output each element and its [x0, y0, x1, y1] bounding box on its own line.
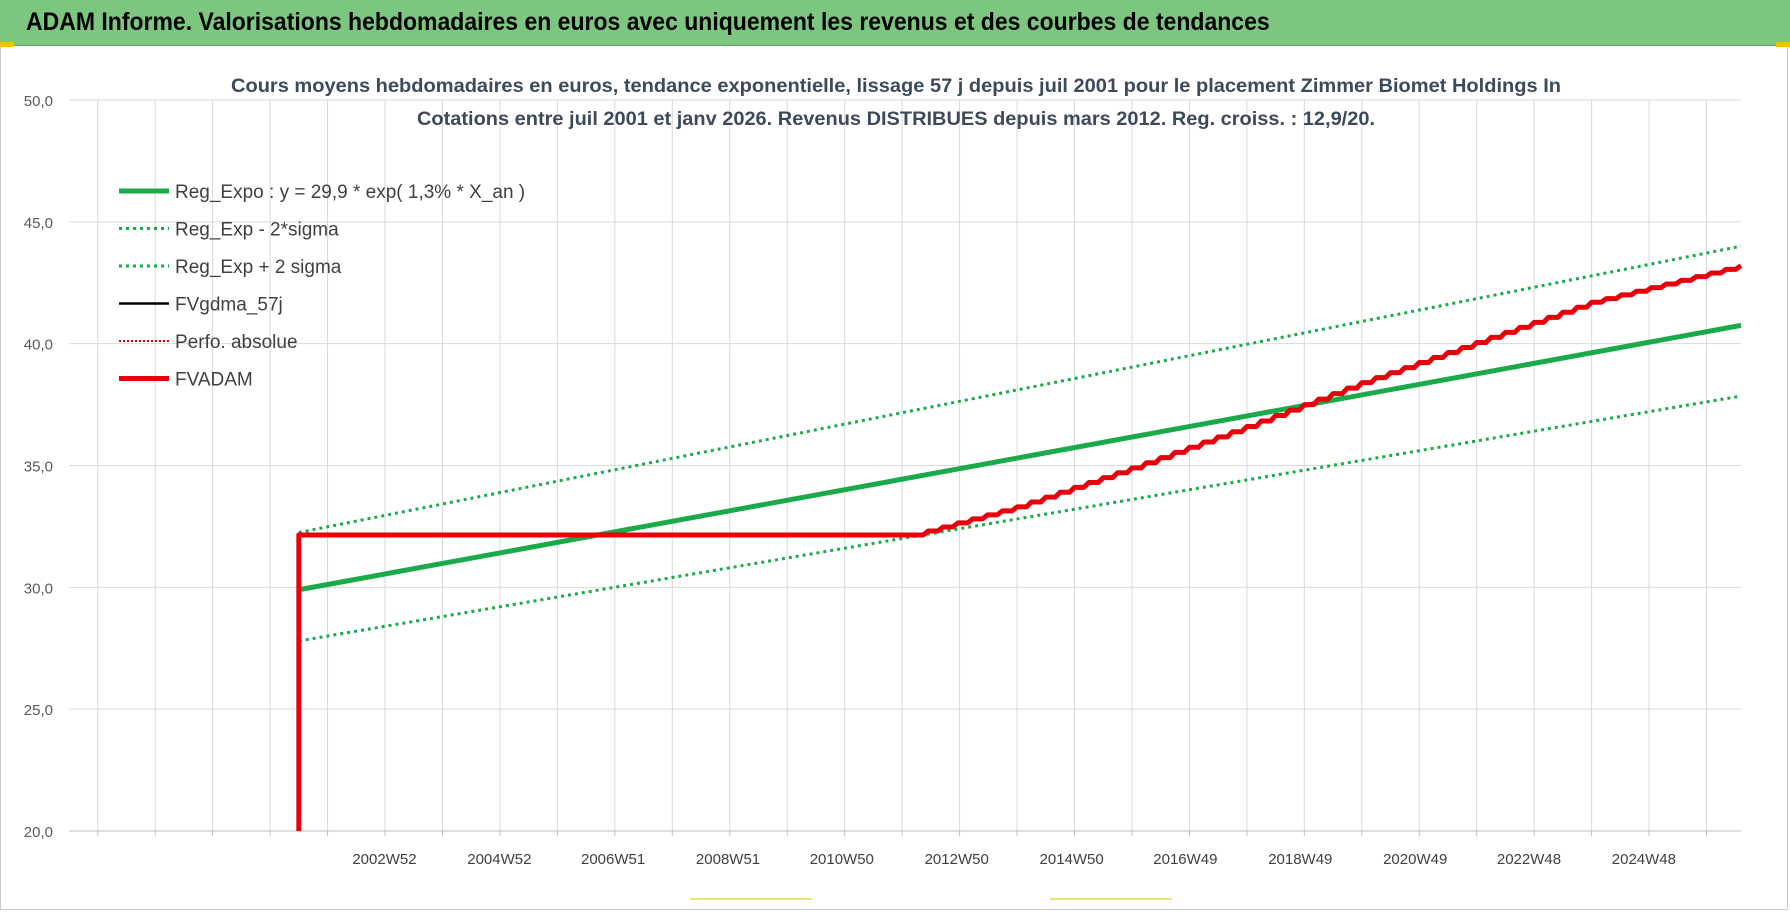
y-tick-label: 20,0	[24, 824, 53, 841]
y-tick-label: 35,0	[24, 459, 53, 476]
legend-label: Reg_Exp + 2 sigma	[175, 257, 342, 278]
legend-label: Perfo. absolue	[175, 332, 298, 353]
x-tick-label: 2002W52	[352, 851, 416, 868]
legend-label: Reg_Exp - 2*sigma	[175, 220, 339, 241]
x-tick-label: 2004W52	[467, 851, 531, 868]
chart-title-line-1: Cours moyens hebdomadaires en euros, ten…	[231, 75, 1561, 97]
bottom-mark-1	[690, 898, 812, 900]
x-tick-label: 2010W50	[810, 851, 874, 868]
report-banner: ADAM Informe. Valorisations hebdomadaire…	[0, 0, 1790, 46]
legend-label: Reg_Expo : y = 29,9 * exp( 1,3% * X_an )	[175, 182, 525, 203]
series-line-reg-expo-y-29-9-exp-1-3-x-an	[298, 322, 1742, 593]
legend-label: FVgdma_57j	[175, 295, 283, 316]
grid	[69, 99, 1741, 836]
x-tick-label: 2014W50	[1040, 851, 1104, 868]
x-tick-label: 2008W51	[696, 851, 760, 868]
chart-area: 20,0 25,0 30,0 35,0 40,0 45,0 50,0 2002W52 2004…	[0, 46, 1788, 910]
y-tick-label: 45,0	[24, 215, 53, 232]
legend: Reg_Expo : y = 29,9 * exp( 1,3% * X_an )…	[119, 182, 525, 391]
report-title: ADAM Informe. Valorisations hebdomadaire…	[26, 8, 1270, 36]
series-line-fvadam	[296, 263, 1743, 831]
chart-title: Cours moyens hebdomadaires en euros, ten…	[231, 75, 1561, 130]
corner-mark-left	[0, 42, 14, 47]
y-tick-label: 50,0	[24, 93, 53, 110]
series-lines	[296, 244, 1743, 831]
bottom-mark-2	[1050, 898, 1172, 900]
series-line-reg-exp-2-sigma	[298, 394, 1742, 643]
x-tick-label: 2016W49	[1153, 851, 1217, 868]
y-tick-label: 40,0	[24, 337, 53, 354]
y-tick-label: 25,0	[24, 702, 53, 719]
x-tick-label: 2012W50	[925, 851, 989, 868]
chart-title-line-2: Cotations entre juil 2001 et janv 2026. …	[417, 108, 1375, 130]
x-axis-labels: 2002W52 2004W52 2006W51 2008W51 2010W50 2012W…	[352, 851, 1676, 868]
x-tick-label: 2020W49	[1383, 851, 1447, 868]
x-tick-label: 2022W48	[1497, 851, 1561, 868]
series-line-reg-exp-2-sigma	[298, 244, 1742, 534]
corner-mark-right	[1776, 42, 1790, 47]
x-tick-label: 2006W51	[581, 851, 645, 868]
x-tick-label: 2024W48	[1612, 851, 1676, 868]
y-axis-labels: 20,0 25,0 30,0 35,0 40,0 45,0 50,0	[24, 93, 53, 841]
legend-label: FVADAM	[175, 370, 253, 391]
y-tick-label: 30,0	[24, 580, 53, 597]
x-tick-label: 2018W49	[1268, 851, 1332, 868]
chart-svg: 20,0 25,0 30,0 35,0 40,0 45,0 50,0 2002W52 2004…	[24, 75, 1743, 868]
